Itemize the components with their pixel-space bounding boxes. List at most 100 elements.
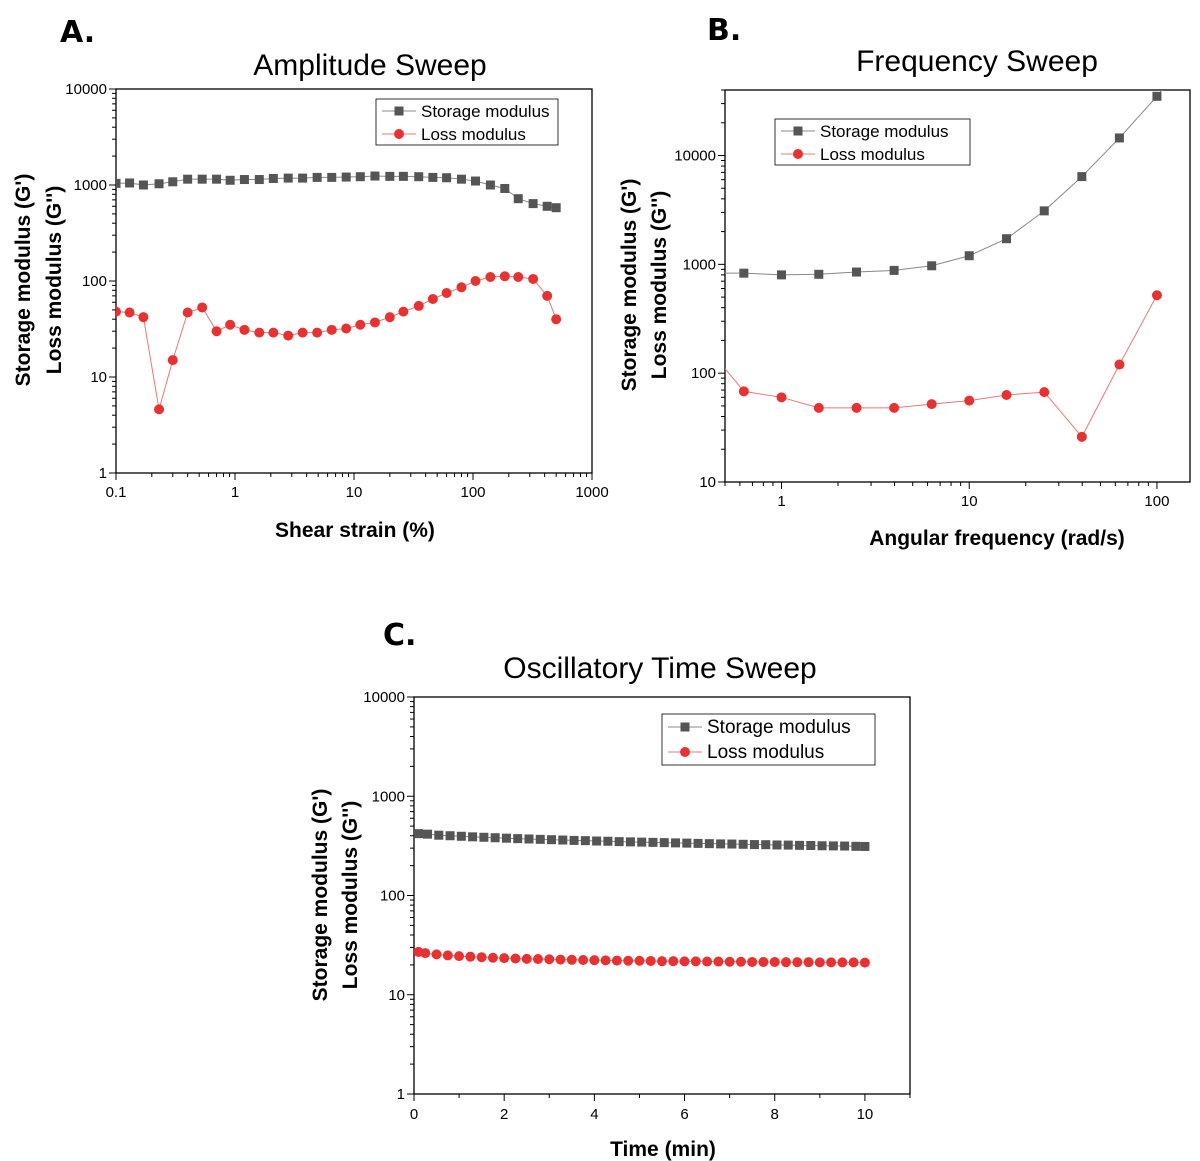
chart-a-storage-series-point (268, 173, 278, 183)
chart-b-y-tick-label: 100 (691, 365, 716, 382)
chart-a-title: Amplitude Sweep (253, 49, 486, 82)
chart-c-storage-series-point (490, 833, 500, 843)
chart-b-x-tick-label: 100 (1144, 493, 1169, 510)
chart-b-loss-series-line (725, 295, 1158, 438)
chart-a-storage-series-point (183, 174, 193, 184)
chart-c-storage-series-point (524, 834, 534, 844)
chart-c-storage-series-point (693, 838, 703, 848)
chart-b-x-tick-label: 10 (961, 493, 978, 510)
chart-c-loss-series-point (499, 953, 510, 964)
chart-c-loss-series-point (611, 955, 622, 966)
chart-a-storage-series-point (298, 173, 308, 183)
chart-a-storage-series-point (551, 203, 561, 213)
chart-c-loss-series-point (702, 956, 713, 967)
chart-c-loss-series-point (476, 952, 487, 963)
chart-c-loss-series-point (510, 953, 521, 964)
chart-a-storage-series-point (513, 194, 523, 204)
chart-c-storage-series-point (783, 840, 793, 850)
chart-b-legend-box (774, 118, 971, 166)
chart-b-storage-series-point (1152, 91, 1162, 101)
chart-c-loss-series-point (533, 954, 543, 965)
chart-a-loss-series-point (528, 273, 539, 284)
chart-a-loss-series-point (297, 327, 308, 338)
chart-c-loss-series-point (645, 955, 656, 966)
chart-a-loss-series-point (398, 306, 409, 317)
chart-a-storage-series-point (355, 172, 365, 182)
chart-c-x-tick-label: 6 (680, 1106, 688, 1123)
chart-b-y-tick-label: 10000 (674, 148, 716, 165)
chart-b-plot-area (725, 90, 1163, 442)
chart-c-storage-series-point (851, 841, 861, 851)
chart-c-loss-series-point (623, 955, 634, 966)
chart-c-storage-series-point (535, 834, 545, 844)
chart-a-loss-series-point (167, 355, 178, 366)
chart-c-loss-series-point (679, 956, 690, 967)
chart-a-storage-series-point (312, 172, 322, 182)
chart-c-x-tick-label: 10 (857, 1106, 874, 1123)
chart-a-storage-series-point (385, 171, 395, 181)
chart-b-x-tick-label: 1 (777, 493, 785, 510)
chart-a-legend-marker (394, 129, 404, 139)
chart-a-legend: Storage modulus Loss modulus (375, 98, 559, 146)
chart-c-storage-series-point (716, 839, 726, 849)
chart-c-x-tick-label: 2 (500, 1106, 508, 1123)
chart-c-storage-series-point (659, 838, 669, 848)
chart-c-loss-series-point (578, 954, 589, 965)
chart-c-storage-series-point (414, 829, 424, 839)
chart-b-storage-series-point (852, 267, 862, 277)
chart-c-y-tick-label: 1000 (372, 788, 405, 805)
chart-a-loss-series-point (551, 314, 562, 325)
chart-b-storage-series-point (777, 270, 787, 280)
chart-c-storage-series-point (817, 841, 827, 851)
chart-a-loss-series-point (239, 324, 250, 335)
chart-a-loss-series-point (154, 404, 165, 415)
chart-a-loss-series-point (138, 312, 149, 323)
chart-c-loss-series-point (521, 953, 532, 964)
chart-c-loss-series-point (454, 951, 465, 962)
chart-c-loss-series-point (837, 957, 848, 968)
chart-c-storage-series-point (445, 831, 455, 841)
chart-a-legend-box (375, 98, 559, 146)
chart-a-storage-series-point (283, 173, 293, 183)
chart-b-storage-series-point (1039, 206, 1049, 216)
chart-a-legend-storage-label: Storage modulus (421, 102, 550, 121)
chart-a-storage-series-point (327, 172, 337, 182)
chart-a-loss-series-point (427, 293, 438, 304)
chart-a-loss-series-point (326, 324, 337, 335)
chart-c-storage-series-point (840, 841, 850, 851)
chart-a-storage-series-point (138, 180, 148, 190)
chart-b-y-axis-title-loss: Loss modulus (G'') (648, 191, 671, 380)
chart-a-storage-series-point (500, 183, 510, 193)
chart-a-loss-series-point (369, 317, 380, 328)
chart-c-storage-series-point (828, 841, 838, 851)
chart-c-storage-series-point (423, 829, 433, 839)
chart-b-loss-series-point (1001, 390, 1012, 401)
chart-a-loss-series-point (355, 319, 366, 330)
chart-c-storage-series-point (682, 838, 692, 848)
chart-c-loss-series-point (442, 950, 453, 961)
chart-a-loss-series-point (341, 323, 352, 334)
chart-c-loss-series-point (859, 957, 870, 968)
chart-c-y-tick-label: 100 (380, 888, 405, 905)
chart-b-y-tick-label: 10 (699, 474, 716, 491)
chart-a-loss-series-line (116, 275, 557, 410)
chart-c-legend-marker (680, 747, 690, 757)
chart-c-loss-series-point (544, 954, 555, 965)
chart-c-loss-series-point (566, 954, 577, 965)
chart-c-loss-series-point (465, 951, 476, 962)
chart-a-y-tick-label: 1 (99, 465, 107, 482)
chart-c-storage-series-point (795, 840, 805, 850)
chart-c-storage-series-point (501, 833, 511, 843)
chart-c-storage-series-point (468, 832, 478, 842)
chart-a-storage-series-point (341, 172, 351, 182)
chart-a-y-axis-title-storage: Storage modulus (G') (12, 174, 35, 387)
chart-c-y-tick-label: 10000 (363, 689, 405, 706)
chart-a-y-tick-label: 100 (82, 273, 107, 290)
chart-a-storage-series-point (116, 178, 121, 188)
chart-a-storage-series-point (442, 173, 452, 183)
chart-a-storage-series-point (471, 176, 481, 186)
chart-a-loss-series-point (211, 326, 222, 337)
chart-c-loss-series-point (713, 956, 724, 967)
chart-b-loss-series-point (1039, 387, 1050, 398)
